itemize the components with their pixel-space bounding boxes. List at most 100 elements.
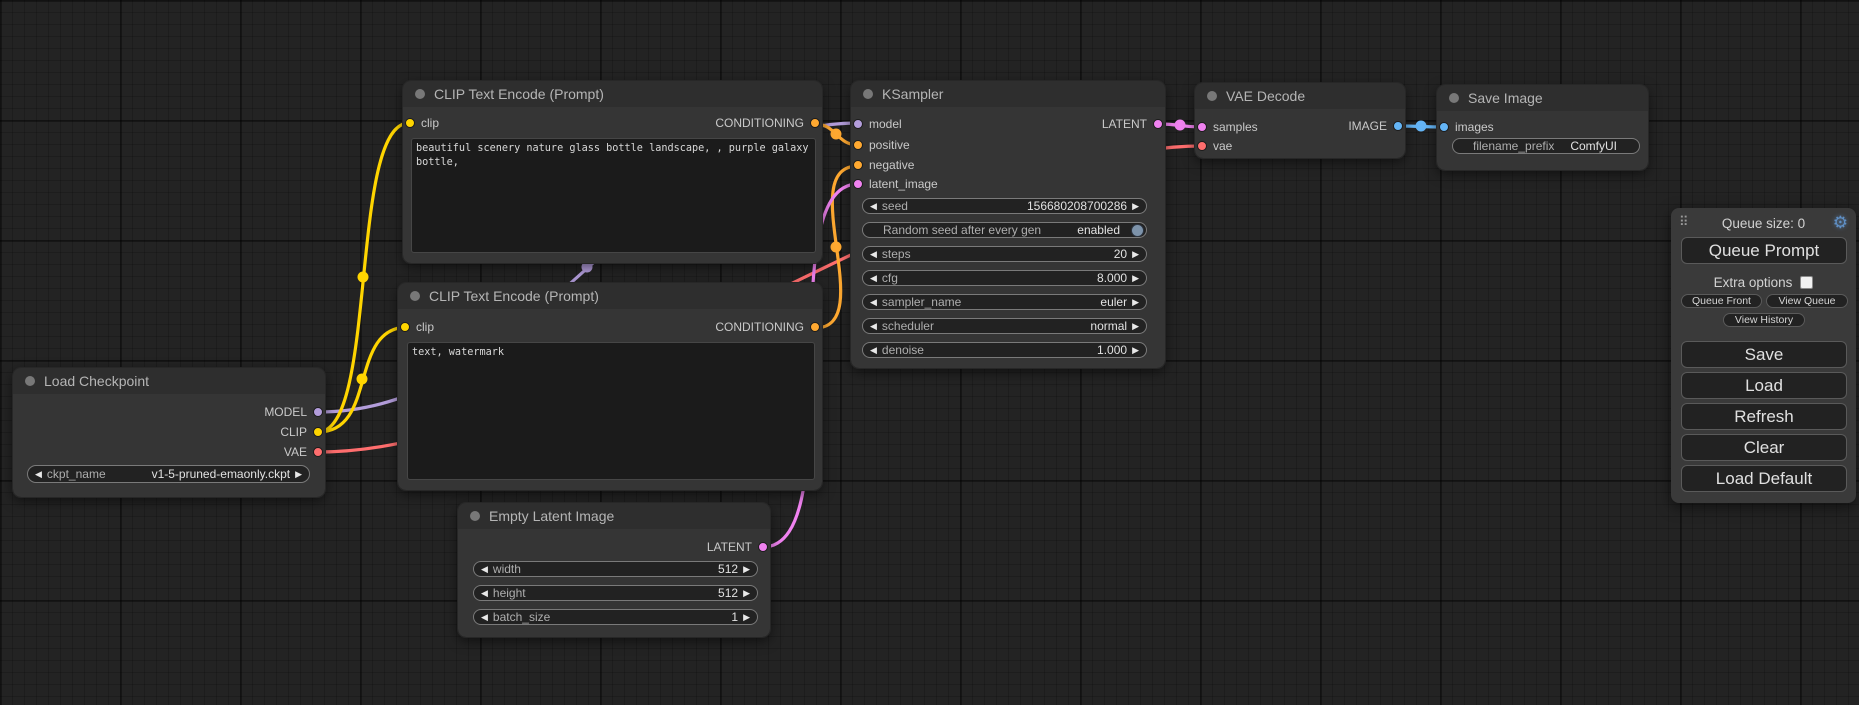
- increment-arrow-icon[interactable]: ▶: [1132, 248, 1139, 259]
- cfg-widget[interactable]: ◀ cfg 8.000 ▶: [862, 270, 1147, 286]
- widget-label: height: [492, 586, 526, 600]
- link-midpoint-dot: [1174, 119, 1186, 131]
- extra-options-checkbox[interactable]: [1800, 276, 1814, 289]
- decrement-arrow-icon[interactable]: ◀: [870, 320, 877, 331]
- collapse-dot-icon[interactable]: [410, 291, 420, 301]
- decrement-arrow-icon[interactable]: ◀: [870, 248, 877, 259]
- node-save-image[interactable]: Save Image images filename_prefix ComfyU…: [1436, 84, 1649, 171]
- widget-value: euler: [1100, 295, 1128, 309]
- load-default-button[interactable]: Load Default: [1681, 465, 1847, 492]
- toggle-icon[interactable]: [1131, 223, 1144, 237]
- node-vae-decode[interactable]: VAE Decode samples vae IMAGE: [1194, 82, 1406, 159]
- save-button[interactable]: Save: [1681, 341, 1847, 368]
- decrement-arrow-icon[interactable]: ◀: [870, 272, 877, 283]
- input-label: latent_image: [869, 177, 938, 191]
- ckpt-name-widget[interactable]: ◀ ckpt_name v1-5-pruned-emaonly.ckpt ▶: [27, 465, 310, 483]
- input-slot-positive[interactable]: [853, 140, 863, 150]
- queue-front-button[interactable]: Queue Front: [1681, 294, 1762, 308]
- node-empty-latent-image[interactable]: Empty Latent Image LATENT ◀ width 512 ▶ …: [457, 502, 771, 638]
- increment-arrow-icon[interactable]: ▶: [1132, 200, 1139, 211]
- input-slot-model[interactable]: [853, 119, 863, 129]
- negative-prompt-textarea[interactable]: text, watermark: [407, 342, 815, 480]
- widget-value: 512: [718, 586, 739, 600]
- scheduler-widget[interactable]: ◀ scheduler normal ▶: [862, 318, 1147, 334]
- node-ksampler[interactable]: KSampler model positive negative latent_…: [850, 80, 1166, 369]
- increment-arrow-icon[interactable]: ▶: [743, 587, 750, 598]
- link-midpoint-dot: [830, 128, 842, 140]
- drag-handle-icon[interactable]: ⠿: [1679, 214, 1689, 229]
- input-label: samples: [1213, 120, 1258, 134]
- batch-size-widget[interactable]: ◀ batch_size 1 ▶: [473, 609, 758, 625]
- denoise-widget[interactable]: ◀ denoise 1.000 ▶: [862, 342, 1147, 358]
- widget-label: scheduler: [881, 319, 934, 333]
- decrement-arrow-icon[interactable]: ◀: [870, 344, 877, 355]
- increment-arrow-icon[interactable]: ▶: [1132, 344, 1139, 355]
- increment-arrow-icon[interactable]: ▶: [295, 468, 302, 479]
- output-slot-latent[interactable]: [1153, 119, 1163, 129]
- collapse-dot-icon[interactable]: [1449, 93, 1459, 103]
- input-slot-clip[interactable]: [405, 118, 415, 128]
- clear-button[interactable]: Clear: [1681, 434, 1847, 461]
- random-seed-widget[interactable]: Random seed after every gen enabled: [862, 222, 1147, 238]
- input-slot-vae[interactable]: [1197, 141, 1207, 151]
- decrement-arrow-icon[interactable]: ◀: [35, 468, 42, 479]
- link-midpoint-dot: [1415, 120, 1427, 132]
- height-widget[interactable]: ◀ height 512 ▶: [473, 585, 758, 601]
- widget-label: denoise: [881, 343, 924, 357]
- input-slot-samples[interactable]: [1197, 122, 1207, 132]
- increment-arrow-icon[interactable]: ▶: [1132, 272, 1139, 283]
- queue-prompt-button[interactable]: Queue Prompt: [1681, 237, 1847, 264]
- decrement-arrow-icon[interactable]: ◀: [481, 563, 488, 574]
- view-queue-button[interactable]: View Queue: [1766, 294, 1848, 308]
- collapse-dot-icon[interactable]: [25, 376, 35, 386]
- decrement-arrow-icon[interactable]: ◀: [481, 611, 488, 622]
- widget-value: 20: [1113, 247, 1128, 261]
- load-button[interactable]: Load: [1681, 372, 1847, 399]
- increment-arrow-icon[interactable]: ▶: [743, 611, 750, 622]
- filename-prefix-widget[interactable]: filename_prefix ComfyUI: [1452, 138, 1640, 154]
- settings-gear-icon[interactable]: ⚙: [1832, 213, 1848, 232]
- refresh-button[interactable]: Refresh: [1681, 403, 1847, 430]
- input-slot-images[interactable]: [1439, 122, 1449, 132]
- node-clip-text-encode-negative[interactable]: CLIP Text Encode (Prompt) clip CONDITION…: [397, 282, 823, 491]
- widget-value: ComfyUI: [1570, 139, 1617, 153]
- output-slot-latent[interactable]: [758, 542, 768, 552]
- output-slot-clip[interactable]: [313, 427, 323, 437]
- widget-value: normal: [1090, 319, 1128, 333]
- steps-widget[interactable]: ◀ steps 20 ▶: [862, 246, 1147, 262]
- widget-value: 156680208700286: [1026, 199, 1128, 213]
- output-slot-model[interactable]: [313, 407, 323, 417]
- increment-arrow-icon[interactable]: ▶: [1132, 296, 1139, 307]
- width-widget[interactable]: ◀ width 512 ▶: [473, 561, 758, 577]
- output-slot-conditioning[interactable]: [810, 322, 820, 332]
- collapse-dot-icon[interactable]: [415, 89, 425, 99]
- increment-arrow-icon[interactable]: ▶: [1132, 320, 1139, 331]
- decrement-arrow-icon[interactable]: ◀: [870, 200, 877, 211]
- node-clip-text-encode-positive[interactable]: CLIP Text Encode (Prompt) clip CONDITION…: [402, 80, 823, 264]
- collapse-dot-icon[interactable]: [863, 89, 873, 99]
- sampler-name-widget[interactable]: ◀ sampler_name euler ▶: [862, 294, 1147, 310]
- output-slot-vae[interactable]: [313, 447, 323, 457]
- widget-value: 512: [718, 562, 739, 576]
- increment-arrow-icon[interactable]: ▶: [743, 563, 750, 574]
- view-history-button[interactable]: View History: [1723, 313, 1805, 327]
- widget-label: steps: [881, 247, 911, 261]
- node-title: CLIP Text Encode (Prompt): [429, 288, 599, 304]
- decrement-arrow-icon[interactable]: ◀: [870, 296, 877, 307]
- decrement-arrow-icon[interactable]: ◀: [481, 587, 488, 598]
- collapse-dot-icon[interactable]: [1207, 91, 1217, 101]
- output-slot-conditioning[interactable]: [810, 118, 820, 128]
- output-slot-image[interactable]: [1393, 121, 1403, 131]
- output-label: CLIP: [280, 425, 307, 439]
- input-slot-negative[interactable]: [853, 160, 863, 170]
- seed-widget[interactable]: ◀ seed 156680208700286 ▶: [862, 198, 1147, 214]
- node-title: CLIP Text Encode (Prompt): [434, 86, 604, 102]
- input-slot-clip[interactable]: [400, 322, 410, 332]
- collapse-dot-icon[interactable]: [470, 511, 480, 521]
- input-slot-latent-image[interactable]: [853, 179, 863, 189]
- node-title: VAE Decode: [1226, 88, 1306, 104]
- widget-label: ckpt_name: [46, 467, 106, 481]
- node-load-checkpoint[interactable]: Load Checkpoint MODEL CLIP VAE ◀ ckpt_na…: [12, 367, 326, 498]
- positive-prompt-textarea[interactable]: beautiful scenery nature glass bottle la…: [411, 138, 816, 253]
